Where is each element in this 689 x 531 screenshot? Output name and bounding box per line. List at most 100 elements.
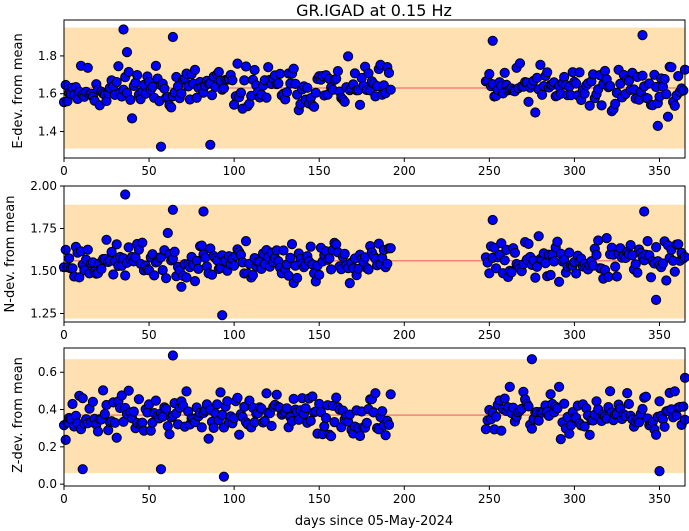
data-point	[159, 83, 170, 94]
data-point	[109, 417, 121, 428]
data-point	[161, 403, 172, 414]
data-point	[652, 120, 663, 132]
data-point	[623, 398, 635, 410]
data-point	[593, 235, 604, 246]
data-point	[247, 270, 258, 281]
data-point	[229, 260, 240, 271]
x-tick-label: 0	[60, 328, 68, 342]
data-point	[504, 381, 515, 392]
data-point	[106, 246, 117, 258]
data-point	[166, 102, 177, 113]
data-point	[196, 240, 207, 251]
data-point	[261, 92, 272, 103]
x-tick-label: 300	[563, 328, 586, 342]
data-point	[632, 267, 643, 278]
data-point	[552, 236, 563, 247]
data-point	[191, 92, 202, 103]
data-point	[111, 77, 122, 88]
data-point	[123, 242, 134, 253]
x-tick-label: 300	[563, 164, 586, 178]
data-point	[605, 80, 616, 92]
ylabel-z: Z-dev. from mean	[11, 357, 26, 473]
data-point	[98, 385, 109, 396]
data-point	[314, 398, 325, 409]
data-point	[116, 390, 127, 401]
data-point	[67, 398, 78, 410]
data-point	[599, 65, 611, 77]
data-point	[266, 420, 277, 432]
data-point	[678, 85, 689, 96]
data-point	[496, 425, 507, 436]
data-point	[514, 58, 526, 69]
panel-n: N-dev. from mean 0 50 100 150 200 250 300 350 1.…	[3, 179, 689, 342]
data-point	[523, 401, 534, 412]
scatter-points-n	[58, 189, 689, 321]
data-point	[509, 247, 521, 258]
data-point	[167, 204, 178, 215]
data-point	[281, 403, 292, 414]
data-point	[651, 242, 662, 253]
data-point	[354, 99, 366, 111]
data-point	[305, 415, 316, 426]
data-point	[555, 434, 566, 445]
y-tick-label: 1.6	[38, 87, 57, 101]
data-point	[559, 398, 570, 409]
x-axis-label: days since 05-May-2024	[295, 514, 453, 529]
data-point	[637, 70, 648, 81]
x-tick-label: 0	[60, 164, 68, 178]
data-point	[363, 264, 374, 275]
data-point	[530, 272, 541, 283]
x-tick-label: 50	[141, 492, 156, 506]
data-point	[181, 272, 192, 283]
data-point	[535, 59, 546, 71]
data-point	[169, 246, 180, 257]
data-point	[288, 63, 299, 74]
data-point	[161, 273, 172, 284]
data-point	[208, 422, 219, 433]
data-point	[383, 67, 395, 79]
data-point	[121, 47, 133, 58]
y-tick-label: 1.75	[30, 222, 57, 236]
data-point	[669, 386, 680, 397]
data-point	[232, 392, 243, 403]
data-point	[640, 391, 652, 402]
data-point	[314, 269, 325, 280]
data-point	[377, 406, 388, 417]
data-point	[339, 96, 350, 107]
data-point	[329, 417, 340, 428]
ylabel-n: N-dev. from mean	[3, 196, 18, 313]
y-tick-label: 2.00	[30, 179, 57, 193]
data-point	[326, 431, 337, 442]
data-point	[385, 243, 396, 254]
data-point	[275, 68, 286, 79]
panel-e: E-dev. from mean 0 50 100 150 200 250 300 350 1.…	[11, 19, 689, 178]
data-point	[120, 270, 131, 281]
ylabel-e: E-dev. from mean	[11, 33, 26, 148]
data-point	[205, 139, 216, 150]
data-point	[240, 236, 252, 247]
x-tick-label: 250	[478, 328, 501, 342]
data-point	[659, 74, 670, 85]
data-point	[292, 272, 303, 284]
data-point	[302, 82, 313, 93]
data-point	[487, 35, 498, 46]
data-point	[601, 233, 612, 244]
data-point	[564, 247, 575, 258]
x-tick-label: 200	[393, 328, 416, 342]
data-point	[249, 64, 260, 76]
data-point	[506, 267, 517, 278]
data-point	[651, 429, 662, 440]
data-point	[278, 245, 289, 256]
data-point	[480, 424, 491, 435]
x-tick-label: 100	[223, 328, 246, 342]
data-point	[213, 66, 224, 78]
scatter-points-e	[58, 24, 689, 152]
data-point	[669, 266, 680, 277]
data-point	[239, 75, 250, 86]
data-point	[125, 94, 136, 105]
data-point	[123, 385, 134, 396]
data-point	[77, 393, 88, 404]
data-point	[133, 394, 144, 405]
data-point	[326, 264, 337, 275]
data-point	[218, 83, 229, 94]
